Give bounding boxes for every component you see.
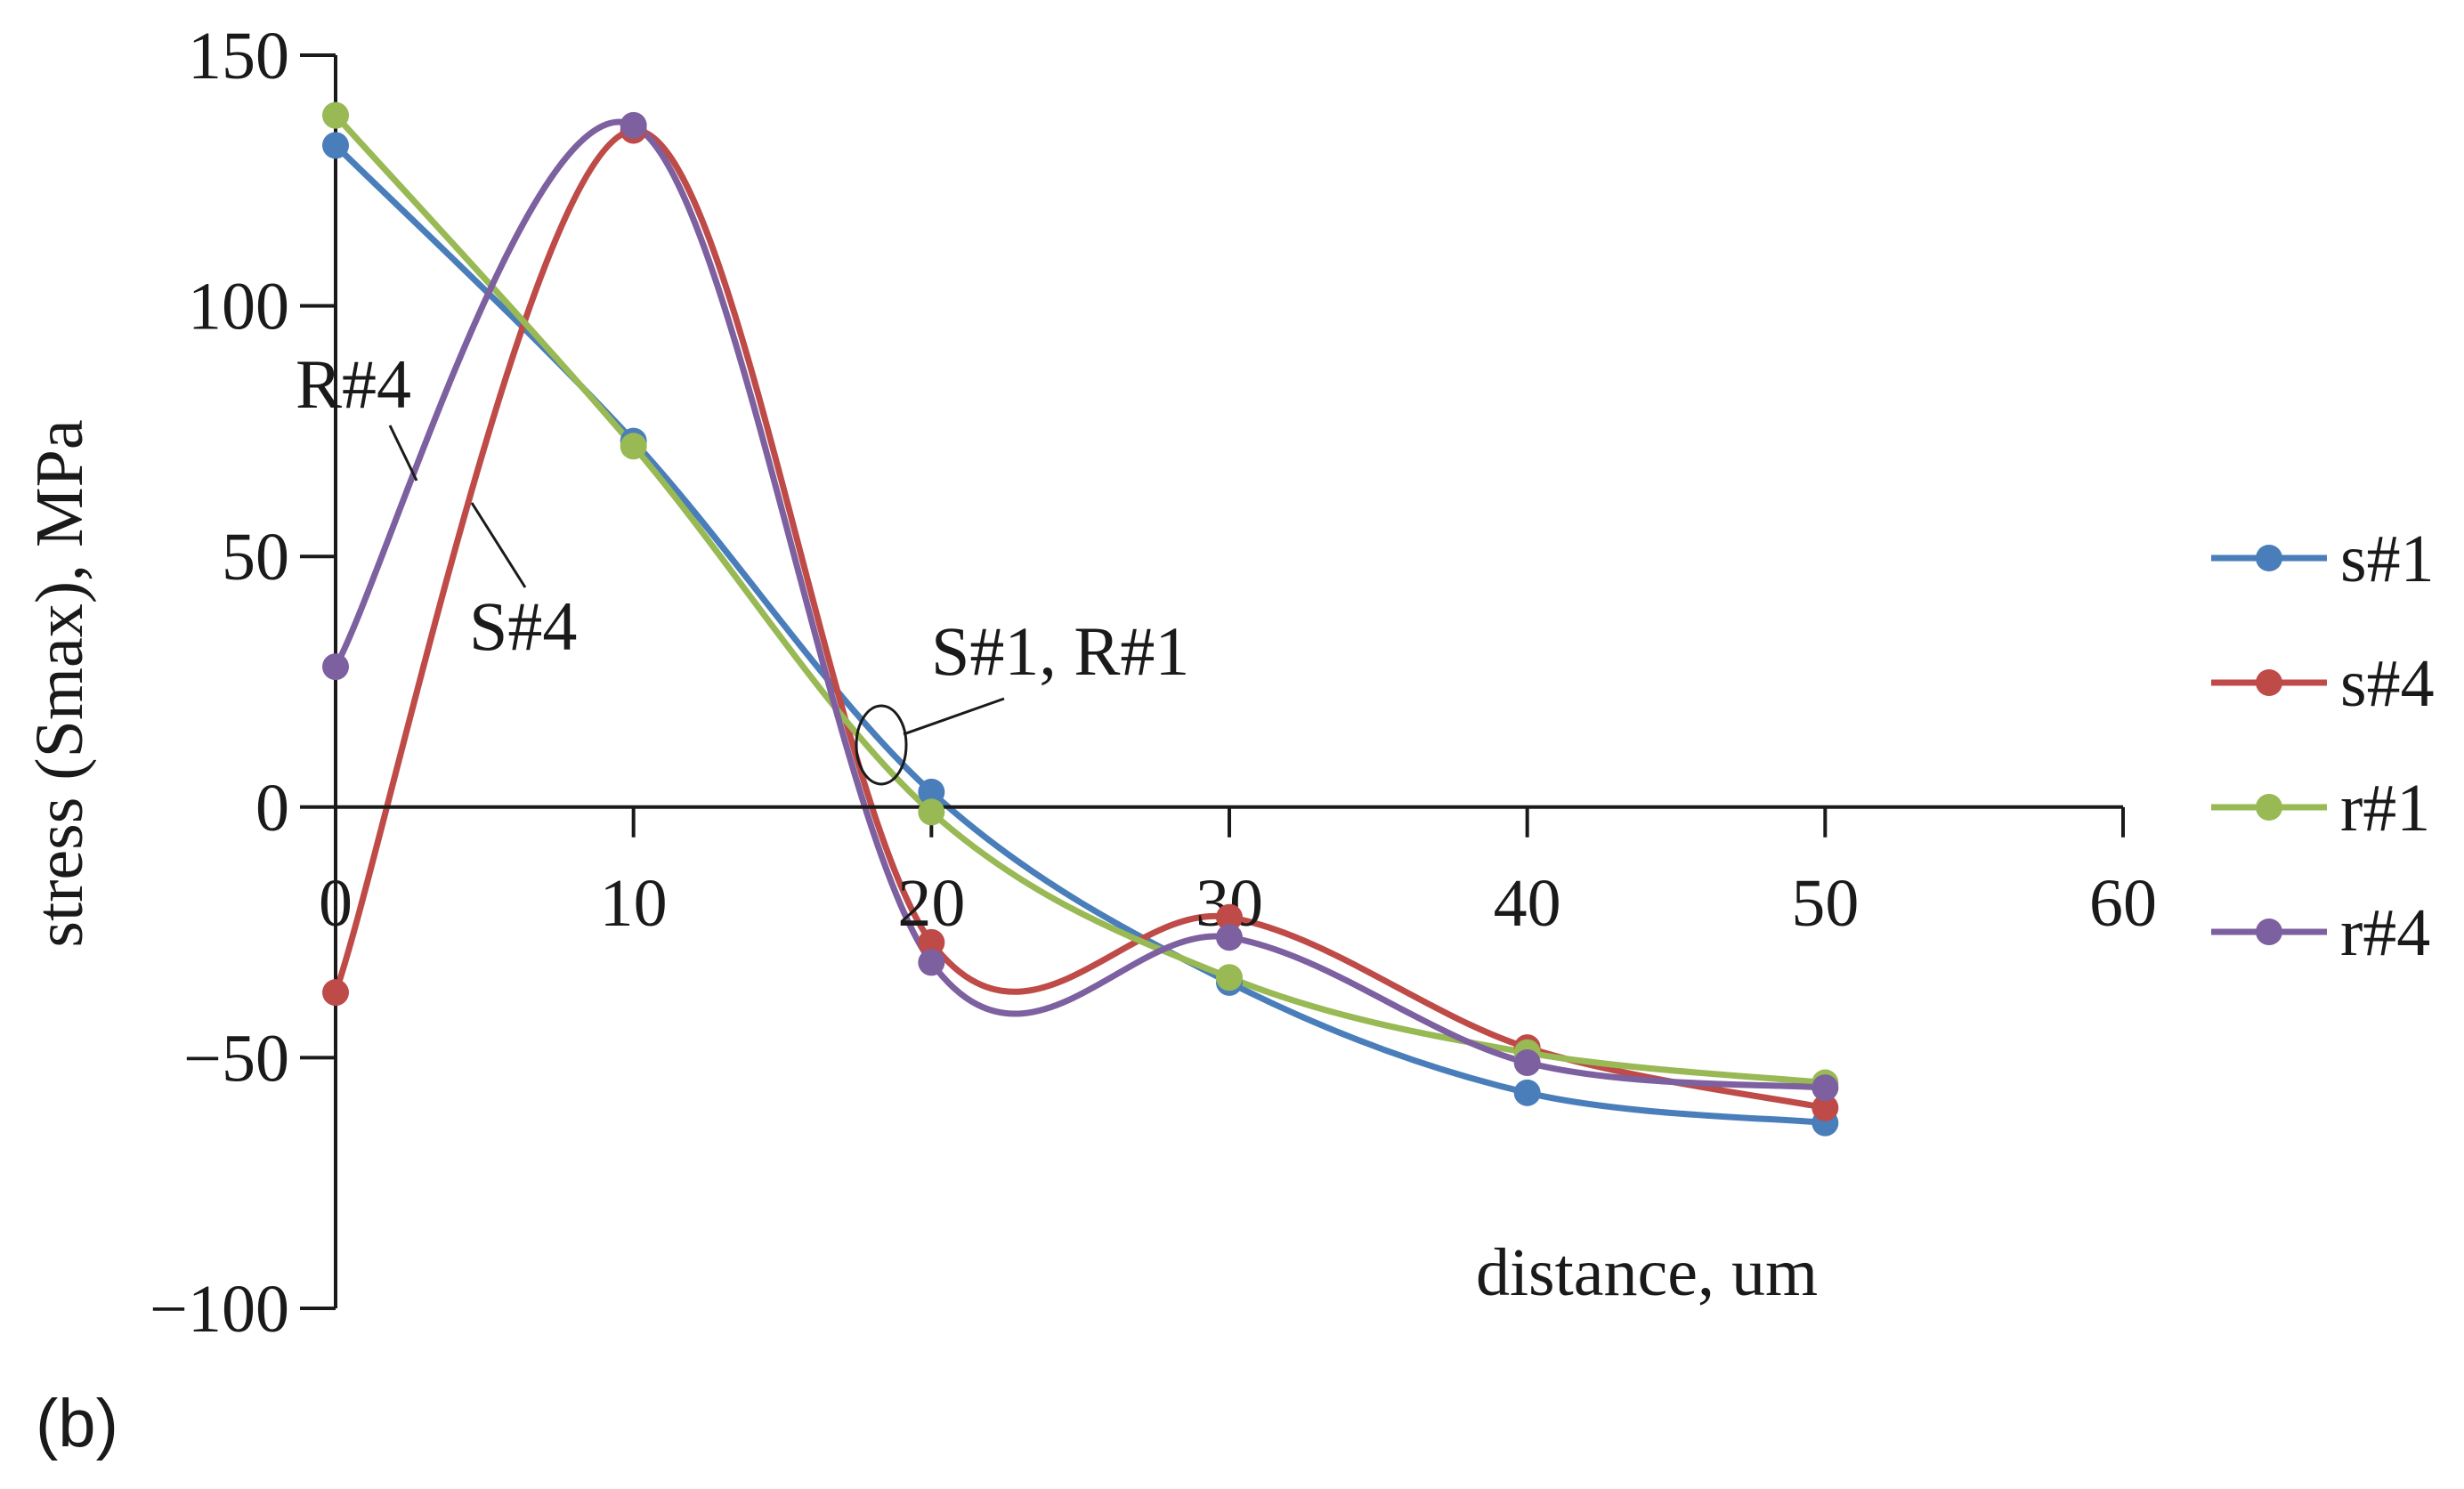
annotation-s1-r1: S#1, R#1 (931, 612, 1189, 690)
data-point-s4 (1216, 903, 1243, 931)
y-tick-label: 50 (222, 520, 289, 595)
y-tick-label: −50 (183, 1021, 289, 1096)
data-point-s1 (322, 132, 349, 159)
data-point-r4 (620, 111, 647, 139)
data-point-s4 (1812, 1094, 1839, 1121)
data-point-r1 (1216, 964, 1243, 991)
data-point-s4 (322, 979, 349, 1007)
x-axis-title: distance, um (1476, 1235, 1818, 1310)
legend-item-s1: s#1 (2211, 522, 2435, 596)
data-point-r4 (1513, 1049, 1541, 1077)
data-point-r4 (322, 653, 349, 681)
legend-swatch-marker (2256, 545, 2282, 571)
legend: s#1 s#4 r#1 r#4 (2211, 522, 2435, 970)
annotation-s4-leader (470, 502, 527, 588)
y-axis-title: stress (Smax), MPa (22, 419, 97, 947)
legend-label: r#4 (2340, 895, 2430, 970)
legend-swatch-marker (2256, 918, 2282, 945)
x-tick-label: 0 (319, 866, 353, 941)
legend-item-r4: r#4 (2211, 895, 2430, 970)
data-point-r1 (918, 798, 945, 826)
annotation-r4: R#4 (296, 345, 411, 423)
legend-label: s#1 (2340, 522, 2435, 596)
x-tick-label: 50 (1791, 866, 1859, 941)
data-point-r1 (322, 101, 349, 129)
annotation-r4-leader (388, 425, 418, 481)
series-points (322, 101, 1839, 1137)
y-tick-label: 0 (255, 771, 289, 846)
y-tick-label: 100 (188, 270, 289, 344)
data-point-s1 (918, 778, 945, 805)
legend-swatch-marker (2256, 669, 2282, 696)
annotation-s4: S#4 (469, 587, 577, 665)
annotations: R#4 S#4 S#1, R#1 (296, 345, 1189, 786)
x-tick-label: 20 (897, 866, 965, 941)
x-tick-label: 60 (2089, 866, 2157, 941)
annotation-ellipse (855, 704, 908, 786)
data-point-s1 (1513, 1079, 1541, 1106)
x-tick-label: 10 (600, 866, 668, 941)
data-point-r4 (1812, 1074, 1839, 1102)
legend-item-r1: r#1 (2211, 771, 2430, 846)
legend-label: r#1 (2340, 771, 2430, 846)
legend-label: s#4 (2340, 646, 2435, 721)
y-tick-label: −100 (150, 1272, 289, 1347)
data-point-s4 (918, 928, 945, 956)
panel-label: (b) (36, 1386, 118, 1461)
y-tick-label: 150 (188, 19, 289, 93)
annotation-s1-r1-leader (903, 697, 1005, 736)
legend-swatch-marker (2256, 794, 2282, 821)
data-point-r4 (918, 949, 945, 976)
legend-item-s4: s#4 (2211, 646, 2435, 721)
series-line-r1 (333, 113, 1826, 1087)
data-point-r4 (1216, 924, 1243, 951)
x-tick-label: 40 (1494, 866, 1561, 941)
data-point-r1 (620, 433, 647, 460)
